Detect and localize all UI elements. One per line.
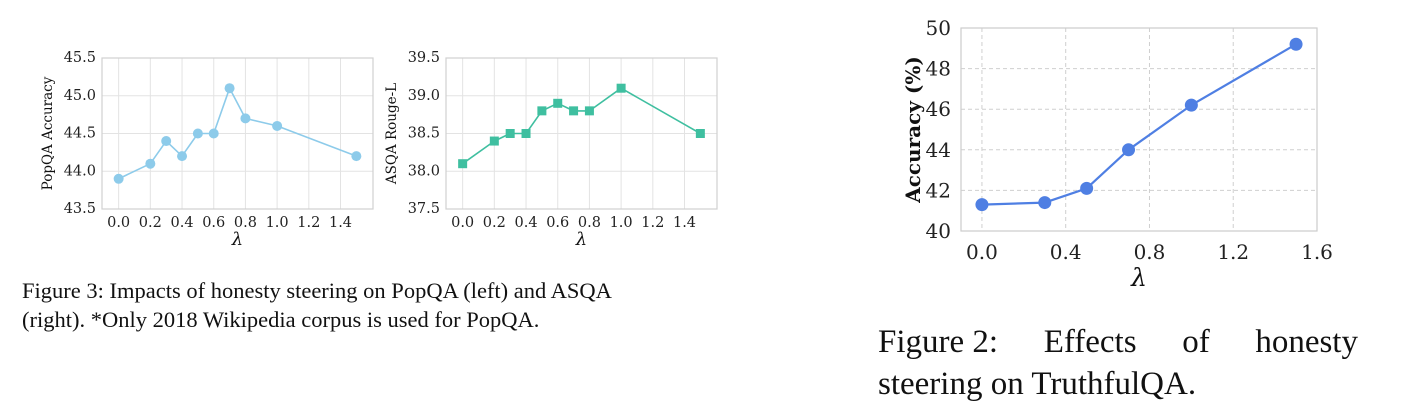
y-tick-label: 44 [926,138,951,162]
x-tick-label: 1.2 [1217,240,1249,264]
data-point [975,198,989,212]
data-point [1080,181,1094,195]
series-line [981,43,1297,206]
x-axis-label: λ [575,229,587,250]
figure-2-caption-word: Figure 2: [878,324,999,360]
y-tick-label: 44.5 [64,126,96,142]
x-tick-label: 1.6 [1301,240,1333,264]
y-tick-label: 39.5 [408,50,440,66]
x-tick-label: 1.0 [266,215,289,231]
data-point [192,128,203,139]
figure-2-caption-word: honesty [1255,324,1358,360]
series-line [462,87,701,165]
figure-3-caption-line-2: (right). *Only 2018 Wikipedia corpus is … [22,307,540,332]
data-point [145,158,156,169]
y-axis-label: ASQA Rouge-L [384,83,400,185]
y-axis-label: PopQA Accuracy [40,76,56,190]
x-tick-label: 0.2 [139,215,162,231]
x-tick-label: 1.2 [641,215,664,231]
data-point [1289,37,1303,51]
data-point [1122,143,1136,157]
y-tick-label: 48 [926,57,951,81]
y-tick-label: 44.0 [64,163,96,179]
y-tick-label: 38.0 [408,163,440,179]
y-tick-label: 46 [926,97,951,121]
x-tick-label: 0.4 [515,215,538,231]
data-point [458,159,468,169]
y-tick-label: 45.0 [64,88,96,104]
x-tick-label: 0.8 [234,215,257,231]
chart-truthfulqa: 40 42 44 46 48 50 0.0 0.4 0.8 1.2 1.6 λ Accuracy (%) [901,16,1333,292]
figure-2-caption-line-2: steering on TruthfulQA. [878,366,1197,402]
plot-frame [445,57,718,210]
data-point [584,106,594,116]
x-tick-label: 0.2 [483,215,506,231]
data-point [505,129,515,138]
figure-3-caption-line-1: Figure 3: Impacts of honesty steering on… [22,278,612,303]
x-tick-label: 0.8 [578,215,601,231]
x-tick-label: 1.4 [329,215,352,231]
data-point [177,151,188,162]
y-tick-label: 39.0 [408,88,440,104]
plot-frame [960,27,1318,232]
x-tick-label: 0.4 [1050,240,1082,264]
x-tick-label: 0.4 [171,215,194,231]
x-tick-label: 0.6 [546,215,569,231]
data-point [569,106,579,116]
y-tick-label: 42 [926,178,951,202]
data-point [113,173,124,184]
x-tick-label: 0.0 [107,215,130,231]
x-axis-label: λ [231,229,243,250]
chart-asqa: 37.5 38.0 38.5 39.0 39.5 0.0 0.2 0.4 0.6 0.8 1.0 1.… [384,50,718,250]
x-tick-label: 0.8 [1134,240,1166,264]
chart-popqa: 43.5 44.0 44.5 45.0 45.5 0.0 0.2 0.4 0.6 0.8 1.0 1.… [40,50,374,250]
figure-2-caption-word: of [1182,324,1210,360]
y-tick-label: 45.5 [64,50,96,66]
x-axis-label: λ [1130,263,1147,292]
y-tick-label: 43.5 [64,201,96,217]
x-tick-label: 1.4 [673,215,696,231]
y-tick-label: 38.5 [408,126,440,142]
data-point [272,120,283,131]
data-point [224,83,235,94]
figure-2-caption-word: Effects [1043,324,1137,360]
data-point [489,136,499,146]
x-tick-label: 0.0 [966,240,998,264]
plot-frame [101,57,374,210]
x-tick-label: 0.6 [202,215,225,231]
y-tick-label: 40 [926,219,951,243]
figure-2-caption: Figure 2: Effects of honesty steering on… [878,321,1358,405]
data-point [553,98,563,108]
data-point [521,129,531,138]
figure-2-caption-line-1: Figure 2: Effects of honesty [878,321,1358,363]
data-point [1038,196,1052,210]
data-point [537,106,547,116]
data-point [208,128,219,139]
data-point [240,113,251,124]
figure-3-caption: Figure 3: Impacts of honesty steering on… [22,276,742,334]
data-point [616,83,626,93]
data-point [161,136,172,147]
data-point [351,151,362,162]
y-tick-label: 50 [926,16,951,40]
y-tick-label: 37.5 [408,201,440,217]
series-line [118,87,357,180]
data-point [1184,98,1198,112]
x-tick-label: 0.0 [451,215,474,231]
x-tick-label: 1.0 [610,215,633,231]
x-tick-label: 1.2 [297,215,320,231]
data-point [695,129,705,138]
y-axis-label: Accuracy (%) [901,56,925,204]
